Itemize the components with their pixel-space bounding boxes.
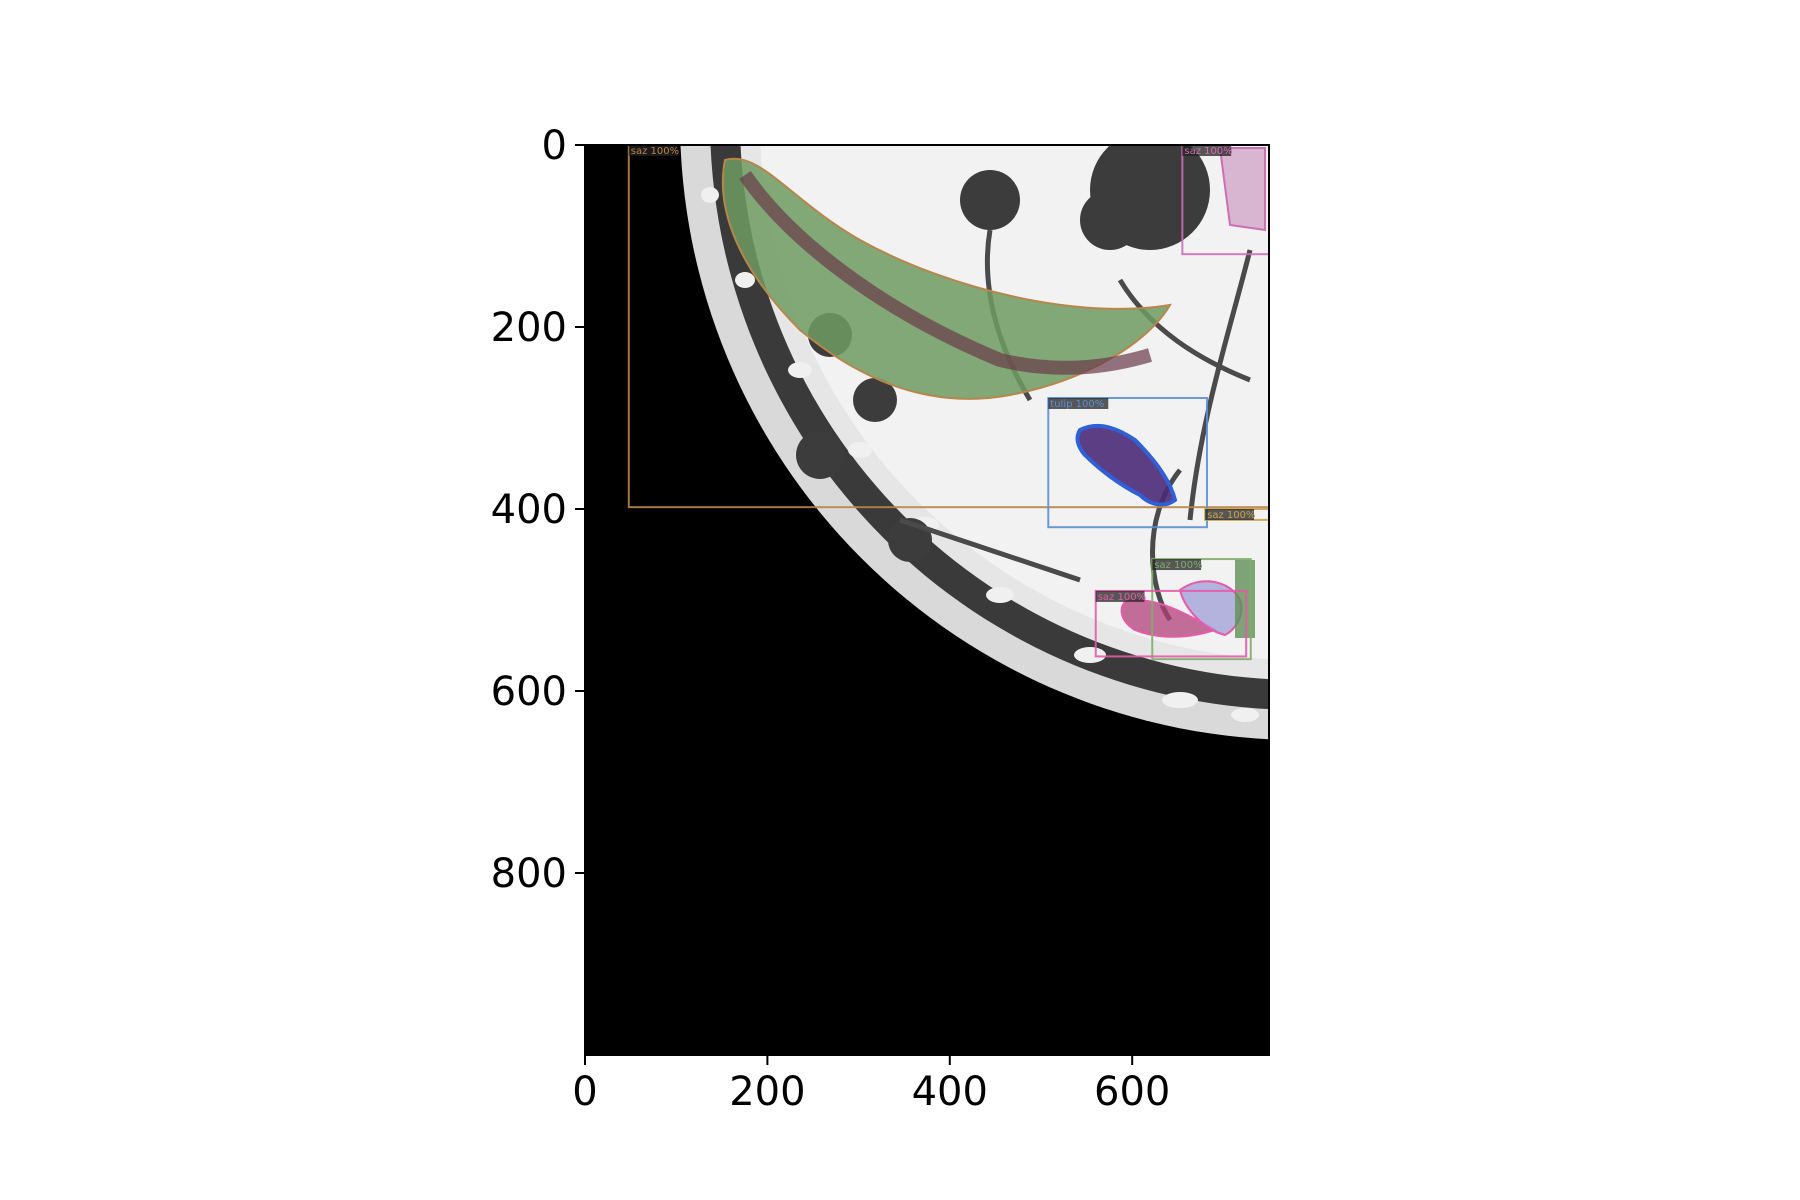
saz-detection-label: saz 100% xyxy=(1154,560,1202,571)
x-tick-label: 400 xyxy=(912,1069,988,1115)
saz-label-background xyxy=(1205,509,1254,520)
tulip-mask xyxy=(1075,423,1178,507)
y-tick-label: 400 xyxy=(491,487,567,533)
saz-mask-green xyxy=(1235,560,1255,638)
x-tick-label: 200 xyxy=(729,1069,805,1115)
saz-detection-label: saz 100% xyxy=(1184,146,1232,157)
x-tick-label: 0 xyxy=(572,1069,597,1115)
detection-layer: saz 100% saz 100% tulip 100% saz 100% saz 10… xyxy=(627,145,1269,661)
saz-mask-large-vein xyxy=(739,171,1153,375)
saz-label-background xyxy=(628,145,678,156)
x-axis: 0 200 400 600 xyxy=(572,1055,1170,1115)
image-region: saz 100% saz 100% tulip 100% saz 100% saz 10… xyxy=(585,145,1269,1055)
saz-label-background xyxy=(1182,145,1232,156)
y-tick-label: 800 xyxy=(491,851,567,897)
saz-detection-box xyxy=(627,145,1269,509)
saz-detection-label: saz 100% xyxy=(1207,510,1255,521)
saz-mask-top-right xyxy=(1218,147,1266,232)
saz-mask-large xyxy=(721,157,1172,400)
saz-detection-box xyxy=(1094,589,1248,658)
saz-detection-label: saz 100% xyxy=(631,146,679,157)
saz-label-background xyxy=(1095,590,1145,602)
tulip-label-background xyxy=(1048,397,1109,409)
y-tick-label: 200 xyxy=(491,305,567,351)
saz-detection-box xyxy=(1151,558,1252,661)
y-tick-label: 0 xyxy=(542,123,567,169)
saz-detection-label: saz 100% xyxy=(1098,592,1146,603)
stems xyxy=(899,229,1253,622)
saz-mask-pink xyxy=(1120,599,1218,638)
y-tick-label: 600 xyxy=(491,669,567,715)
x-tick-label: 600 xyxy=(1094,1069,1170,1115)
tulip-detection-label: tulip 100% xyxy=(1050,399,1104,410)
saz-label-background xyxy=(1152,559,1202,571)
tulip-detection-box xyxy=(1047,396,1208,529)
axes-frame xyxy=(584,144,1270,1056)
y-axis: 0 200 400 600 800 xyxy=(491,123,585,897)
